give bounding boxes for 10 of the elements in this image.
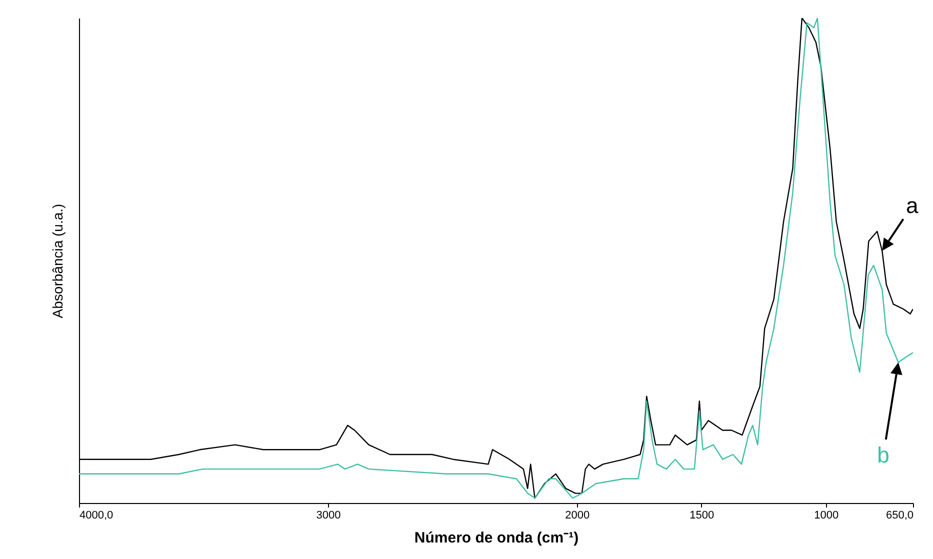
x-tick-label: 1500 <box>690 510 714 522</box>
series-label: a <box>906 192 920 218</box>
x-tick-label: 650,0 <box>886 510 914 522</box>
x-tick-label: 3000 <box>316 510 341 522</box>
x-tick-label: 4000,0 <box>80 510 114 522</box>
y-axis-title: Absorbância (u.a.) <box>50 204 66 318</box>
text: b <box>877 442 890 468</box>
x-tick-label: 1000 <box>814 510 839 522</box>
x-tick-label: 2000 <box>565 510 590 522</box>
x-axis-title: Número de onda (cm⁻¹) <box>414 530 579 546</box>
